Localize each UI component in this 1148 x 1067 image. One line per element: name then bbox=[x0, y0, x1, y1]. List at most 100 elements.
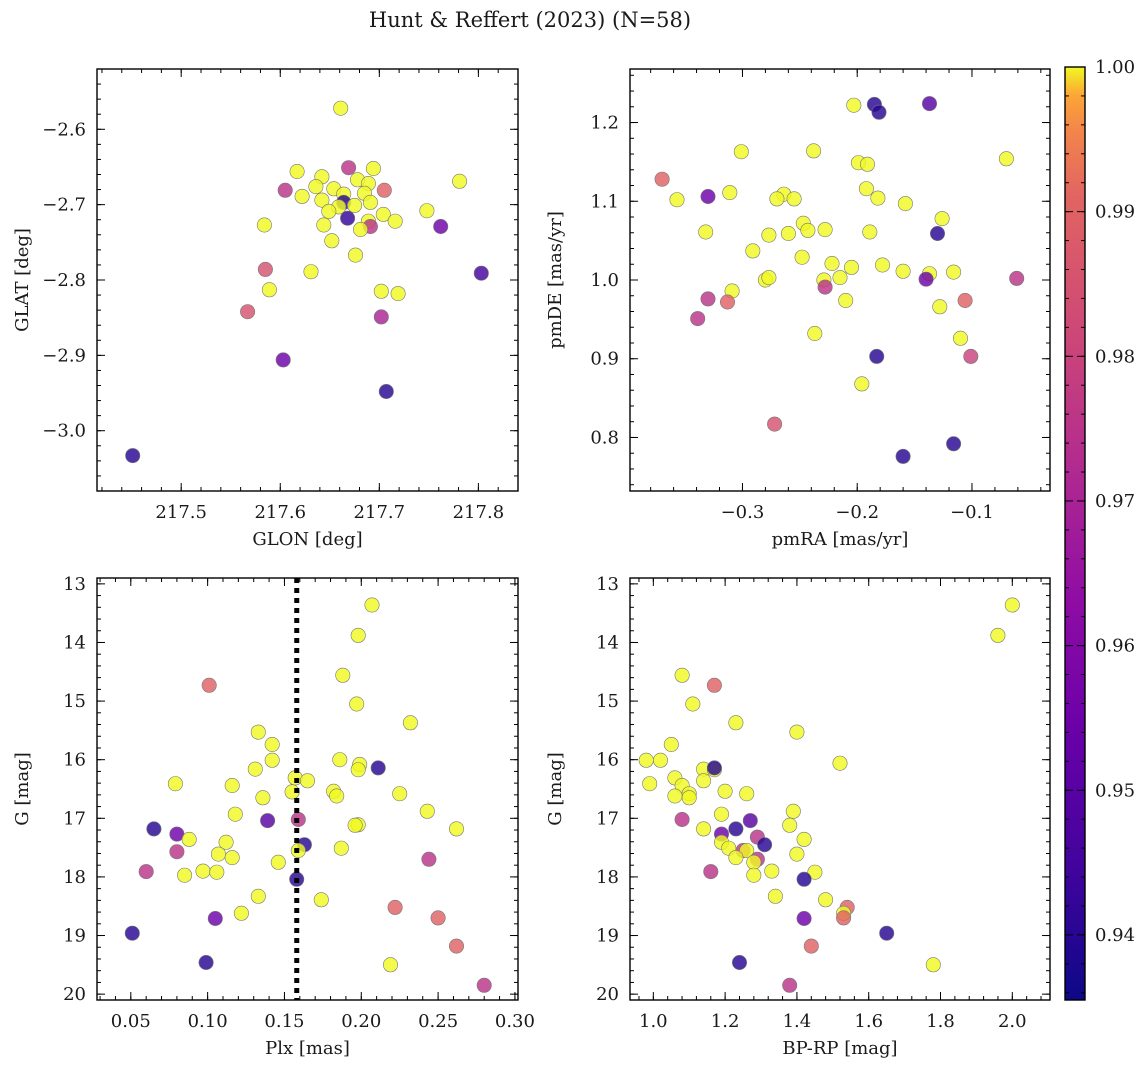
colorbar-gradient bbox=[1064, 66, 1086, 1001]
y-tick-label: 20 bbox=[596, 984, 619, 1005]
data-point bbox=[350, 627, 366, 643]
data-point bbox=[333, 100, 349, 116]
data-point bbox=[728, 715, 744, 731]
data-point bbox=[946, 264, 962, 280]
data-point bbox=[874, 257, 890, 273]
data-point bbox=[838, 292, 854, 308]
data-point bbox=[473, 265, 489, 281]
data-point bbox=[871, 104, 887, 120]
y-tick-label: −2.8 bbox=[42, 270, 86, 291]
x-tick-label: 0.15 bbox=[264, 1011, 304, 1032]
point-layer bbox=[638, 597, 1020, 993]
y-tick-label: −2.7 bbox=[42, 195, 86, 216]
y-tick-label: 14 bbox=[596, 632, 619, 653]
data-point bbox=[832, 270, 848, 286]
data-point bbox=[952, 330, 968, 346]
data-point bbox=[638, 752, 654, 768]
data-point bbox=[264, 752, 280, 768]
axes-frame bbox=[96, 68, 519, 492]
y-tick-label: 1.0 bbox=[590, 270, 619, 291]
data-point bbox=[376, 182, 392, 198]
data-point bbox=[957, 292, 973, 308]
data-point bbox=[794, 249, 810, 265]
data-point bbox=[807, 325, 823, 341]
x-tick-label: −0.1 bbox=[950, 502, 994, 523]
data-point bbox=[757, 837, 773, 853]
y-tick-label: 18 bbox=[63, 867, 86, 888]
data-point bbox=[895, 263, 911, 279]
data-point bbox=[932, 299, 948, 315]
x-tick-label: 1.0 bbox=[639, 1011, 668, 1032]
data-point bbox=[349, 696, 365, 712]
data-point bbox=[869, 348, 885, 364]
figure-title: Hunt & Reffert (2023) (N=58) bbox=[369, 8, 691, 32]
data-point bbox=[261, 282, 277, 298]
y-tick-label: 13 bbox=[63, 574, 86, 595]
data-point bbox=[858, 181, 874, 197]
data-point bbox=[761, 270, 777, 286]
data-point bbox=[313, 892, 329, 908]
x-tick-label: −0.2 bbox=[835, 502, 879, 523]
data-point bbox=[780, 226, 796, 242]
data-point bbox=[433, 219, 449, 235]
data-point bbox=[335, 667, 351, 683]
data-point bbox=[817, 279, 833, 295]
data-point bbox=[667, 788, 683, 804]
data-point bbox=[260, 813, 276, 829]
scatter-panel-3: 0.05 0.10 0.15 0.20 0.25 0.30 13 14 15 16 17 18 19 20… bbox=[12, 574, 535, 1059]
data-point bbox=[378, 383, 394, 399]
data-point bbox=[146, 821, 162, 837]
y-tick-label: 16 bbox=[596, 750, 619, 771]
data-point bbox=[785, 803, 801, 819]
data-point bbox=[706, 677, 722, 693]
data-point bbox=[654, 171, 670, 187]
ticks bbox=[97, 578, 518, 1000]
x-axis-label: GLON [deg] bbox=[252, 529, 362, 550]
data-point bbox=[817, 222, 833, 238]
data-point bbox=[448, 938, 464, 954]
data-point bbox=[270, 854, 286, 870]
ticks bbox=[97, 68, 519, 491]
x-tick-label: 0.20 bbox=[341, 1011, 381, 1032]
y-axis-label: G [mag] bbox=[12, 752, 33, 825]
colorbar-tick-label: 0.97 bbox=[1095, 491, 1135, 512]
data-point bbox=[843, 259, 859, 275]
y-tick-label: 1.1 bbox=[590, 191, 619, 212]
colorbar-tick-label: 1.00 bbox=[1095, 57, 1135, 78]
data-point bbox=[782, 817, 798, 833]
data-point bbox=[739, 842, 755, 858]
data-point bbox=[177, 867, 193, 883]
data-point bbox=[674, 667, 690, 683]
data-point bbox=[832, 755, 848, 771]
data-point bbox=[803, 938, 819, 954]
data-point bbox=[316, 217, 332, 233]
x-axis-label: Plx [mas] bbox=[265, 1038, 350, 1059]
data-point bbox=[218, 834, 234, 850]
x-tick-label: −0.3 bbox=[721, 502, 765, 523]
data-point bbox=[347, 817, 363, 833]
y-tick-label: −3.0 bbox=[42, 421, 86, 442]
data-point bbox=[125, 448, 141, 464]
data-point bbox=[250, 888, 266, 904]
data-point bbox=[824, 255, 840, 271]
data-point bbox=[224, 777, 240, 793]
data-point bbox=[250, 724, 266, 740]
data-point bbox=[870, 190, 886, 206]
data-point bbox=[742, 813, 758, 829]
data-point bbox=[421, 851, 437, 867]
y-axis-label: GLAT [deg] bbox=[12, 228, 33, 332]
data-point bbox=[739, 786, 755, 802]
scatter-panel-2: −0.3 −0.2 −0.1 0.8 0.9 1.0 1.1 1.2 pmRA [mas/yr]… bbox=[545, 68, 1051, 550]
data-point bbox=[347, 247, 363, 263]
y-tick-label: 17 bbox=[63, 808, 86, 829]
data-point bbox=[299, 773, 315, 789]
data-point bbox=[308, 179, 324, 195]
data-point bbox=[303, 264, 319, 280]
colorbar-tick-label: 0.98 bbox=[1095, 346, 1135, 367]
data-point bbox=[728, 850, 744, 866]
data-point bbox=[767, 888, 783, 904]
y-tick-label: 15 bbox=[63, 691, 86, 712]
data-point bbox=[746, 867, 762, 883]
x-tick-label: 217.5 bbox=[155, 502, 207, 523]
